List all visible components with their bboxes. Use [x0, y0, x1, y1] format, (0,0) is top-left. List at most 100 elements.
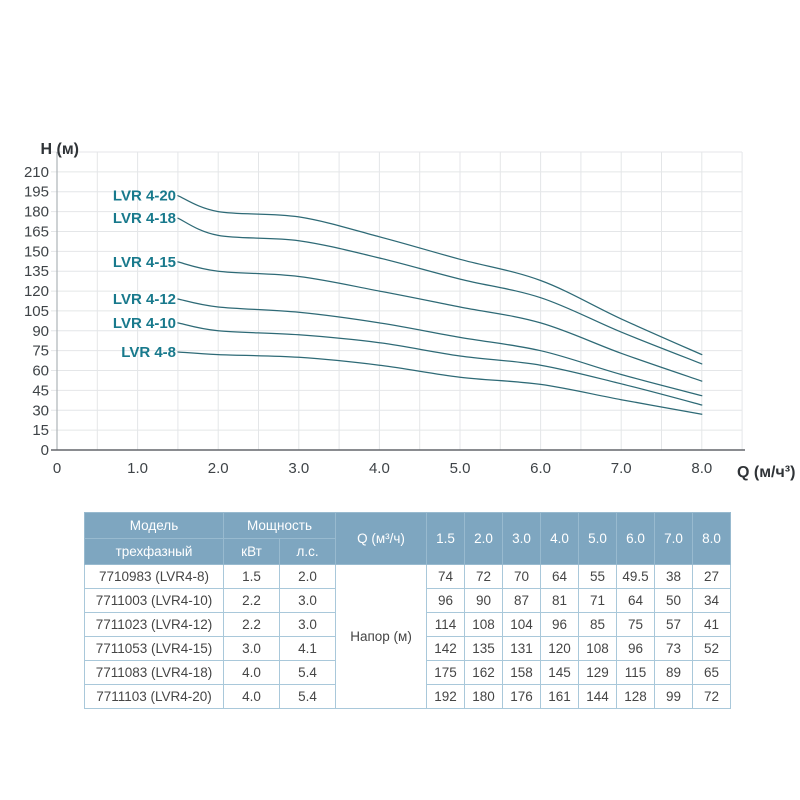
- head-value-cell: 70: [502, 564, 542, 589]
- head-value-cell: 99: [654, 684, 694, 709]
- x-tick-label: 1.0: [127, 460, 148, 477]
- head-value-cell: 131: [502, 636, 542, 661]
- head-value-cell: 108: [464, 612, 504, 637]
- head-value-cell: 74: [426, 564, 466, 589]
- head-value-cell: 81: [540, 588, 580, 613]
- col-header-q-6: 6.0: [616, 512, 656, 565]
- y-tick-label: 180: [24, 204, 49, 221]
- head-value-cell: 161: [540, 684, 580, 709]
- curve-lvr-4-10: [177, 322, 703, 406]
- chart-curves: [177, 195, 703, 415]
- y-tick-label: 45: [32, 382, 49, 399]
- head-value-cell: 64: [616, 588, 656, 613]
- hp-cell: 3.0: [278, 612, 337, 637]
- head-value-cell: 27: [692, 564, 732, 589]
- model-cell: 7711003 (LVR4-10): [84, 588, 224, 613]
- x-tick-label: 2.0: [208, 460, 229, 477]
- col-header-q-4: 4.0: [540, 512, 580, 565]
- hp-cell: 5.4: [278, 684, 337, 709]
- y-tick-label: 0: [41, 442, 49, 459]
- y-tick-label: 120: [24, 283, 49, 300]
- col-header-hp: л.с.: [278, 538, 337, 565]
- x-tick-label: 5.0: [450, 460, 471, 477]
- head-value-cell: 180: [464, 684, 504, 709]
- table-row: 7711023 (LVR4-12) 2.2 3.0 114 108 104 96 85 75 57…: [84, 612, 732, 637]
- col-header-q-2: 2.0: [464, 512, 504, 565]
- curve-lvr-4-12: [177, 298, 703, 397]
- chart-gridlines: [51, 151, 743, 450]
- head-value-cell: 128: [616, 684, 656, 709]
- model-cell: 7711103 (LVR4-20): [84, 684, 224, 709]
- chart-tick-labels: 0 15 30 45 60 75 90 105 120 135 150 165 180 195 210 0 1.…: [24, 164, 712, 477]
- head-value-cell: 96: [540, 612, 580, 637]
- head-value-cell: 158: [502, 660, 542, 685]
- y-tick-label: 90: [32, 323, 49, 340]
- head-value-cell: 162: [464, 660, 504, 685]
- head-value-cell: 64: [540, 564, 580, 589]
- curve-lvr-4-8: [177, 351, 703, 415]
- col-header-q-3: 3.0: [502, 512, 542, 565]
- kw-cell: 3.0: [223, 636, 280, 661]
- x-tick-label: 7.0: [611, 460, 632, 477]
- y-tick-label: 135: [24, 263, 49, 280]
- y-tick-label: 195: [24, 184, 49, 201]
- y-tick-label: 210: [24, 164, 49, 181]
- head-value-cell: 38: [654, 564, 694, 589]
- curve-label-lvr-4-18: LVR 4-18: [113, 210, 176, 227]
- model-cell: 7710983 (LVR4-8): [84, 564, 224, 589]
- col-header-q: Q (м³/ч): [335, 512, 428, 565]
- kw-cell: 2.2: [223, 588, 280, 613]
- col-header-power: Мощность: [222, 512, 337, 539]
- table-row: 7710983 (LVR4-8) 1.5 2.0 Напор (м) 74 72 70 64 5…: [84, 564, 732, 709]
- y-tick-label: 105: [24, 303, 49, 320]
- kw-cell: 4.0: [223, 684, 280, 709]
- kw-cell: 2.2: [223, 612, 280, 637]
- head-value-cell: 120: [540, 636, 580, 661]
- head-value-cell: 142: [426, 636, 466, 661]
- head-value-cell: 34: [692, 588, 732, 613]
- head-value-cell: 87: [502, 588, 542, 613]
- curve-label-lvr-4-15: LVR 4-15: [113, 254, 176, 271]
- head-value-cell: 89: [654, 660, 694, 685]
- head-value-cell: 135: [464, 636, 504, 661]
- x-axis-title: Q (м/ч³): [737, 464, 795, 481]
- table-row: 7711083 (LVR4-18) 4.0 5.4 175 162 158 145 129 11…: [84, 660, 732, 685]
- table-row: 7711053 (LVR4-15) 3.0 4.1 142 135 131 120 108 96…: [84, 636, 732, 661]
- curve-label-lvr-4-8: LVR 4-8: [121, 344, 176, 361]
- head-value-cell: 115: [616, 660, 656, 685]
- col-header-kw: кВт: [223, 538, 280, 565]
- head-value-cell: 75: [616, 612, 656, 637]
- head-value-cell: 73: [654, 636, 694, 661]
- head-value-cell: 85: [578, 612, 618, 637]
- y-axis-title: H (м): [41, 141, 80, 158]
- x-tick-label: 4.0: [369, 460, 390, 477]
- x-tick-label: 6.0: [530, 460, 551, 477]
- curve-lvr-4-15: [177, 261, 703, 382]
- chart-curve-labels: LVR 4-20 LVR 4-18 LVR 4-15 LVR 4-12 LVR 4-10…: [113, 188, 176, 361]
- head-value-cell: 96: [426, 588, 466, 613]
- col-header-q-7: 7.0: [654, 512, 694, 565]
- x-tick-label: 8.0: [691, 460, 712, 477]
- head-value-cell: 144: [578, 684, 618, 709]
- x-tick-label: 3.0: [288, 460, 309, 477]
- chart-axes: [51, 152, 745, 451]
- y-tick-label: 75: [32, 343, 49, 360]
- col-header-q-5: 5.0: [578, 512, 618, 565]
- curve-label-lvr-4-12: LVR 4-12: [113, 291, 176, 308]
- head-value-cell: 104: [502, 612, 542, 637]
- head-value-cell: 41: [692, 612, 732, 637]
- head-value-cell: 71: [578, 588, 618, 613]
- y-tick-label: 60: [32, 363, 49, 380]
- col-header-phase: трехфазный: [84, 538, 224, 565]
- col-header-q-1: 1.5: [426, 512, 466, 565]
- head-value-cell: 176: [502, 684, 542, 709]
- hp-cell: 3.0: [278, 588, 337, 613]
- y-tick-label: 15: [32, 422, 49, 439]
- curve-lvr-4-18: [177, 217, 703, 365]
- head-unit-cell: Напор (м): [335, 564, 428, 709]
- head-value-cell: 175: [426, 660, 466, 685]
- head-value-cell: 65: [692, 660, 732, 685]
- pump-specs-table: Модель Мощность Q (м³/ч) 1.5 2.0 3.0 4.0…: [84, 512, 732, 709]
- hp-cell: 5.4: [278, 660, 337, 685]
